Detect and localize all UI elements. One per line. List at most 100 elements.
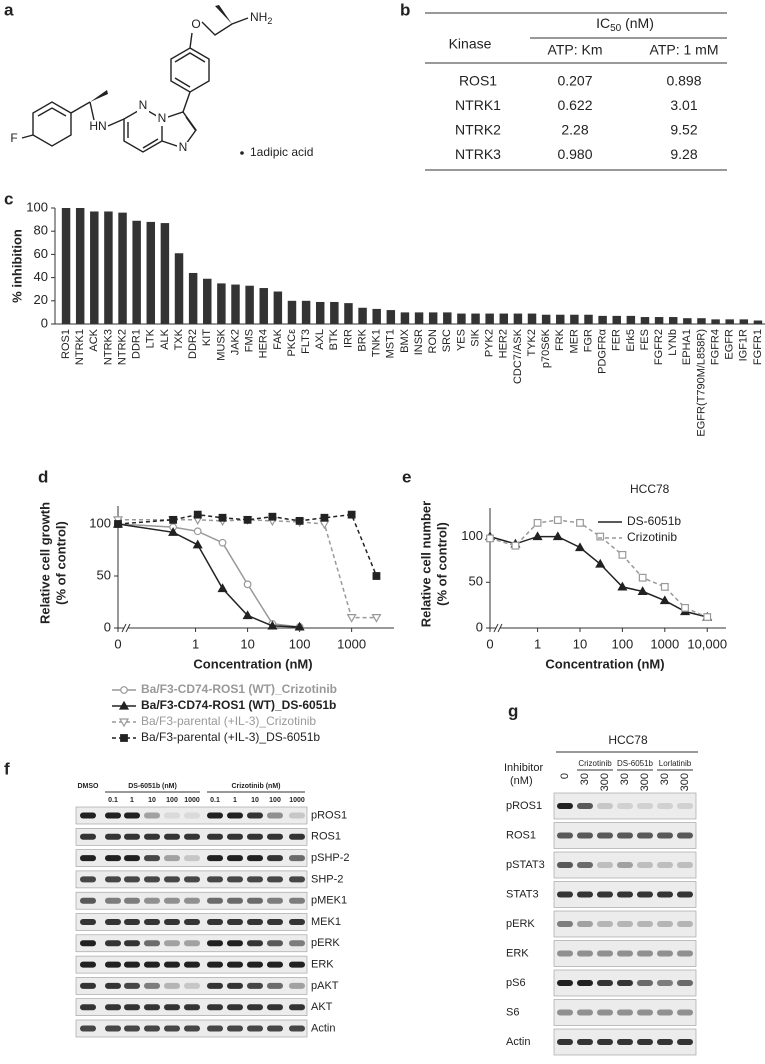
lane-label: 10 bbox=[251, 797, 259, 804]
marker bbox=[660, 582, 669, 591]
bar bbox=[570, 314, 579, 324]
blot-band bbox=[184, 1004, 200, 1011]
blot-band bbox=[267, 876, 283, 883]
series-line bbox=[117, 523, 300, 628]
group-label: Crizotinib (nM) bbox=[232, 783, 281, 790]
blot-band bbox=[164, 982, 180, 989]
table-header: ATP: 1 mM bbox=[650, 42, 719, 58]
bar bbox=[245, 285, 254, 324]
blot-band bbox=[144, 812, 160, 819]
lane-label: 1 bbox=[233, 797, 237, 804]
blot-band bbox=[657, 980, 673, 986]
blot-band bbox=[289, 855, 305, 862]
blot-band bbox=[677, 980, 693, 986]
blot-band bbox=[677, 862, 693, 868]
bar bbox=[90, 211, 99, 324]
table-cell: NTRK1 bbox=[455, 97, 501, 113]
blot-band bbox=[144, 855, 160, 862]
blot-band bbox=[207, 919, 223, 925]
blot-band bbox=[677, 891, 693, 898]
row-label: pS6 bbox=[506, 977, 526, 989]
blot-band bbox=[289, 1025, 305, 1032]
table-cell: 0.207 bbox=[557, 73, 592, 89]
series-line bbox=[118, 519, 377, 619]
blot-band bbox=[597, 1009, 613, 1016]
x-tick-label: NTRK1 bbox=[74, 329, 86, 365]
blot-band bbox=[637, 1039, 653, 1045]
series-line bbox=[117, 513, 378, 577]
blot-band bbox=[267, 961, 283, 968]
blot-strip bbox=[553, 910, 697, 938]
blot-band bbox=[207, 961, 223, 968]
group-label: Lorlatinib bbox=[659, 759, 692, 768]
blot-band bbox=[617, 1009, 633, 1016]
x-tick-label: NTRK2 bbox=[116, 329, 128, 365]
x-tick-label: INSR bbox=[413, 329, 425, 355]
blot-band bbox=[207, 833, 223, 840]
blot-band bbox=[164, 919, 180, 925]
atom-label: NH bbox=[250, 10, 267, 24]
marker bbox=[118, 718, 130, 728]
row-label: S6 bbox=[506, 1006, 519, 1018]
blot-band bbox=[637, 862, 653, 868]
x-tick-label: BTK bbox=[328, 328, 340, 350]
y-tick-label: 20 bbox=[34, 292, 48, 307]
blot-band bbox=[617, 921, 633, 927]
atom-label: F bbox=[10, 131, 17, 145]
marker bbox=[703, 613, 712, 621]
x-tick-label: EGFR bbox=[724, 329, 736, 360]
bar bbox=[160, 223, 170, 324]
y-tick-label: 100 bbox=[26, 199, 48, 214]
panel-label: c bbox=[4, 189, 13, 208]
atom-bg bbox=[137, 100, 149, 113]
bar bbox=[697, 318, 706, 324]
x-tick-label: MER bbox=[568, 329, 580, 354]
legend-label: Ba/F3-parental (+IL-3)_DS-6051b bbox=[141, 730, 320, 744]
marker bbox=[295, 516, 304, 525]
marker bbox=[347, 510, 356, 519]
bar bbox=[386, 310, 396, 324]
axis-label: Inhibitor bbox=[504, 762, 543, 774]
panel-label: d bbox=[38, 467, 48, 486]
bond bbox=[89, 101, 95, 121]
bar bbox=[556, 314, 565, 324]
y-tick-label: 100 bbox=[89, 515, 111, 530]
x-tick-label: KIT bbox=[201, 329, 213, 346]
marker bbox=[595, 558, 606, 568]
blot-band bbox=[617, 891, 633, 898]
table-cell: NTRK3 bbox=[455, 146, 501, 162]
blot-band bbox=[289, 897, 305, 904]
lane-label: 0 bbox=[559, 773, 571, 779]
blot-band bbox=[557, 832, 573, 839]
x-tick-label: FER bbox=[611, 329, 623, 351]
atom-bg bbox=[177, 142, 189, 155]
blot-band bbox=[597, 832, 613, 839]
y-tick-label: 60 bbox=[34, 246, 48, 261]
x-tick-label: RON bbox=[427, 329, 439, 354]
bond bbox=[142, 138, 159, 149]
blot-band bbox=[637, 950, 653, 957]
series-line bbox=[489, 519, 708, 618]
blot-band bbox=[105, 833, 121, 840]
blot-band bbox=[657, 832, 673, 839]
blot-band bbox=[617, 980, 633, 986]
x-tick-label: EGFR(T790M/L858R) bbox=[695, 329, 707, 437]
blot-band bbox=[557, 891, 573, 898]
blot-band bbox=[657, 1009, 673, 1016]
blot-strip bbox=[75, 977, 308, 995]
x-tick-label: FLT3 bbox=[300, 329, 312, 354]
bar bbox=[315, 301, 325, 324]
x-tick-label: 1 bbox=[534, 636, 541, 651]
blot-band bbox=[577, 891, 593, 898]
blot-band bbox=[105, 897, 121, 904]
blot-band bbox=[557, 1039, 573, 1045]
blot-band bbox=[577, 950, 593, 957]
panel-label: b bbox=[400, 0, 410, 19]
marker bbox=[637, 586, 648, 596]
x-tick-label: ROS1 bbox=[60, 329, 72, 359]
y-tick-label: 50 bbox=[97, 567, 111, 582]
blot-band bbox=[247, 897, 263, 904]
blot-band bbox=[557, 921, 573, 927]
lane-label: 0.1 bbox=[210, 797, 220, 804]
bar bbox=[231, 284, 240, 324]
